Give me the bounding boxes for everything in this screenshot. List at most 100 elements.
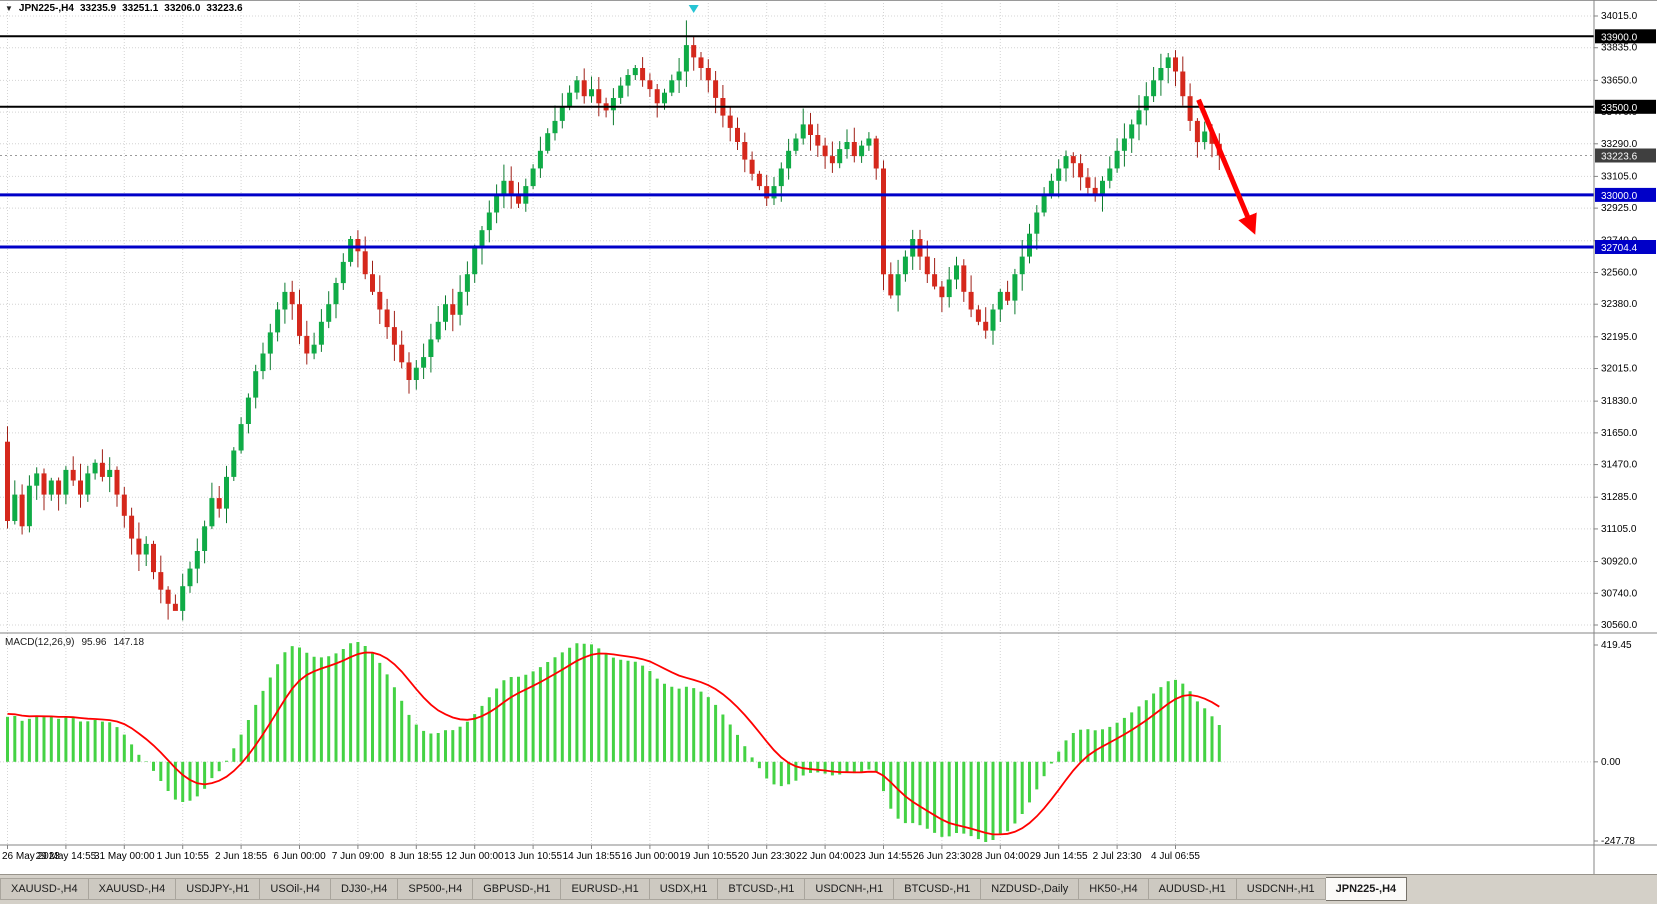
symbol-tab[interactable]: AUDUSD-,H1	[1148, 878, 1237, 900]
symbol-tab[interactable]: XAUUSD-,H4	[0, 878, 89, 900]
symbol-tab[interactable]: XAUUSD-,H4	[88, 878, 177, 900]
candle	[172, 603, 178, 611]
candle	[1194, 120, 1200, 143]
candle	[41, 473, 47, 495]
candle	[829, 156, 835, 164]
candle	[464, 274, 470, 292]
candle	[1187, 96, 1193, 121]
price-tick-label: 33835.0	[1601, 43, 1638, 54]
price-tick-label: 32015.0	[1601, 364, 1638, 375]
candle	[727, 115, 733, 128]
candle	[786, 150, 792, 169]
symbol-tab[interactable]: GBPUSD-,H1	[473, 878, 562, 900]
macd-scale-label: 419.45	[1601, 640, 1632, 651]
symbol-tab-active[interactable]: JPN225-,H4	[1325, 877, 1408, 901]
candle	[494, 194, 500, 213]
time-axis-label: 12 Jun 00:00	[446, 851, 504, 862]
price-tick-label: 30560.0	[1601, 620, 1638, 631]
candle	[107, 469, 113, 477]
candle	[1056, 168, 1062, 181]
candle	[902, 256, 908, 275]
price-badge-label: 33900.0	[1601, 32, 1638, 43]
symbol-tab[interactable]: HK50-,H4	[1079, 878, 1149, 900]
price-tick-label: 30740.0	[1601, 588, 1638, 599]
candle	[1041, 194, 1047, 213]
candle	[924, 256, 930, 275]
candle	[764, 186, 770, 199]
candle	[1151, 80, 1157, 97]
candle	[413, 367, 419, 380]
candle	[158, 572, 164, 590]
candle	[399, 344, 405, 363]
price-tick-label: 33650.0	[1601, 75, 1638, 86]
candle	[78, 480, 83, 495]
price-tick-label: 31470.0	[1601, 460, 1638, 471]
candle	[888, 274, 894, 296]
time-axis-label: 2 Jun 18:55	[215, 851, 268, 862]
time-axis-label: 29 Jun 14:55	[1030, 851, 1088, 862]
candle	[486, 212, 492, 231]
candle	[297, 304, 302, 336]
candle	[377, 291, 383, 310]
time-axis-label: 31 May 00:00	[94, 851, 155, 862]
symbol-tab[interactable]: NZDUSD-,Daily	[981, 878, 1080, 900]
trend-arrow-annotation[interactable]	[1196, 98, 1257, 235]
candle	[194, 551, 200, 569]
cyan-arrow-marker[interactable]	[688, 5, 699, 13]
candle	[618, 85, 624, 98]
candle	[778, 168, 784, 187]
candle	[844, 142, 850, 150]
candle	[1202, 131, 1208, 143]
candle	[961, 265, 967, 292]
price-badge	[1595, 187, 1656, 202]
time-axis-label: 28 Jun 04:00	[971, 851, 1029, 862]
symbol-tab[interactable]: BTCUSD-,H1	[718, 878, 806, 900]
candle	[866, 138, 872, 146]
price-tick-label: 32925.0	[1601, 203, 1638, 214]
time-axis-label: 7 Jun 09:00	[332, 851, 385, 862]
candle	[1107, 168, 1113, 181]
candle	[26, 485, 32, 527]
candle	[187, 568, 193, 587]
time-axis-label: 6 Jun 00:00	[273, 851, 326, 862]
candle	[1005, 291, 1011, 301]
price-tick-label: 30920.0	[1601, 557, 1638, 568]
candle	[443, 304, 448, 322]
time-axis-label: 2 Jul 23:30	[1093, 851, 1142, 862]
symbol-tab[interactable]: BTCUSD-,H1	[894, 878, 982, 900]
candle	[202, 526, 208, 551]
price-badge-label: 33000.0	[1601, 191, 1638, 202]
candle	[742, 142, 748, 160]
candle	[567, 92, 573, 107]
candle	[384, 309, 390, 328]
symbol-tab[interactable]: EURUSD-,H1	[561, 878, 650, 900]
symbol-tab[interactable]: USDX,H1	[649, 878, 719, 900]
price-badge	[1595, 29, 1656, 44]
candle	[1180, 71, 1186, 97]
time-axis-label: 4 Jul 06:55	[1151, 851, 1200, 862]
candle	[333, 283, 339, 305]
time-axis-label: 22 Jun 04:00	[796, 851, 854, 862]
candle	[793, 138, 799, 151]
candle	[85, 473, 91, 495]
candle	[209, 498, 215, 527]
chevron-down-icon[interactable]: ▼	[5, 4, 13, 13]
symbol-tab[interactable]: USOil-,H4	[260, 878, 331, 900]
candle	[1019, 256, 1025, 275]
symbol-tab[interactable]: USDJPY-,H1	[176, 878, 261, 900]
candle	[370, 274, 375, 292]
candle	[632, 68, 638, 76]
candle	[530, 168, 536, 187]
candle	[348, 239, 354, 262]
candle	[318, 321, 324, 345]
price-tick-label: 32195.0	[1601, 332, 1638, 343]
symbol-tab[interactable]: USDCNH-,H1	[1236, 878, 1326, 900]
symbol-tab[interactable]: SP500-,H4	[398, 878, 474, 900]
symbol-tab[interactable]: DJ30-,H4	[330, 878, 399, 900]
candle	[559, 106, 565, 121]
candle	[822, 145, 828, 157]
symbol-tab[interactable]: USDCNH-,H1	[805, 878, 895, 900]
candle	[596, 89, 602, 104]
